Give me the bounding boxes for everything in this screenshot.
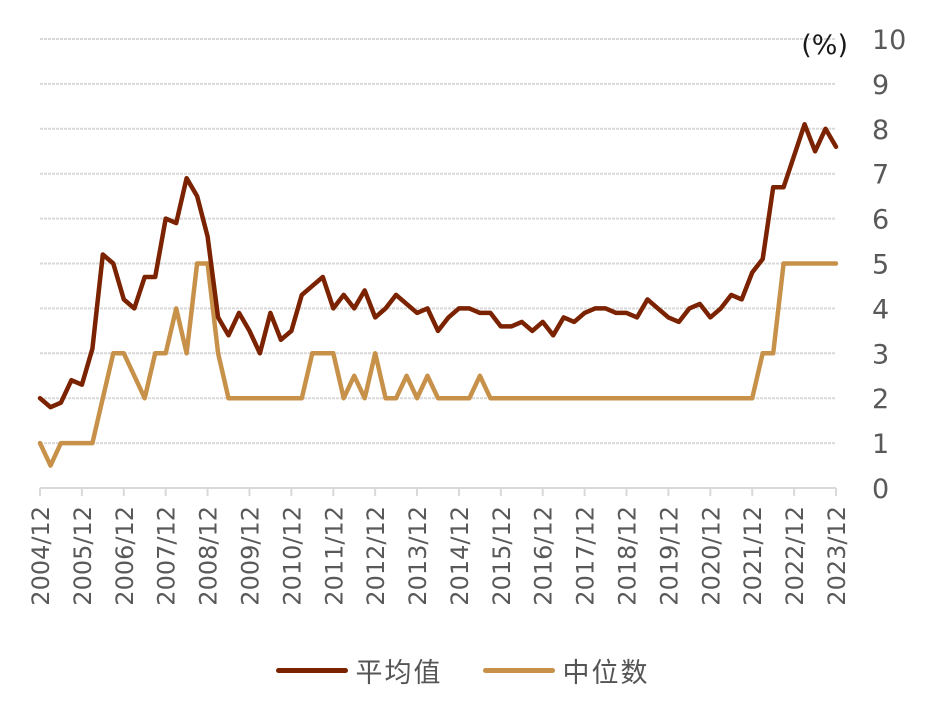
unit-label: (%) — [801, 30, 848, 61]
y-tick-label: 8 — [872, 115, 889, 146]
legend-swatch-mean — [275, 667, 348, 673]
series-lines — [37, 122, 839, 468]
series-line — [37, 261, 839, 468]
x-axis: 2004/12 2005/12 2006/12 2007/12 2008/12 2009/… — [27, 487, 851, 606]
x-tick-label: 2019/12 — [655, 506, 683, 606]
x-tick-label: 2015/12 — [488, 506, 516, 606]
x-tick-label: 2023/12 — [823, 506, 851, 606]
y-tick-label: 1 — [872, 429, 889, 460]
x-tick-label: 2021/12 — [739, 506, 767, 606]
x-tick-label: 2020/12 — [697, 506, 725, 606]
x-tick-label: 2009/12 — [236, 506, 264, 606]
x-tick-label: 2022/12 — [781, 506, 809, 606]
legend: 平均值 中位数 — [0, 648, 925, 692]
x-tick-label: 2014/12 — [446, 506, 474, 606]
x-tick-label: 2006/12 — [111, 506, 139, 606]
x-tick-label: 2005/12 — [69, 506, 97, 606]
legend-label-mean: 平均值 — [355, 657, 443, 689]
y-tick-label: 10 — [872, 25, 906, 56]
y-tick-label: 6 — [872, 205, 889, 236]
x-tick-label: 2007/12 — [153, 506, 181, 606]
y-axis: 0 1 2 3 4 5 6 7 8 9 10 — [872, 25, 906, 505]
legend-swatch-median — [482, 667, 555, 673]
y-tick-label: 5 — [872, 250, 889, 281]
y-tick-label: 0 — [872, 474, 889, 505]
x-tick-label: 2008/12 — [195, 506, 223, 606]
x-tick-label: 2012/12 — [362, 506, 390, 606]
y-tick-label: 7 — [872, 160, 889, 191]
y-tick-label: 9 — [872, 70, 889, 101]
x-tick-label: 2018/12 — [614, 506, 642, 606]
x-tick-label: 2010/12 — [278, 506, 306, 606]
x-tick-label: 2013/12 — [404, 506, 432, 606]
series-line — [37, 122, 839, 410]
y-tick-label: 4 — [872, 294, 889, 325]
y-tick-label: 3 — [872, 339, 889, 370]
legend-item-median[interactable]: 中位数 — [482, 651, 650, 690]
x-tick-label: 2011/12 — [320, 506, 348, 606]
legend-item-mean[interactable]: 平均值 — [275, 651, 443, 690]
y-tick-label: 2 — [872, 384, 889, 415]
legend-label-median: 中位数 — [562, 657, 650, 689]
x-tick-label: 2016/12 — [530, 506, 558, 606]
x-tick-label: 2017/12 — [572, 506, 600, 606]
chart-canvas: 2004/12 2005/12 2006/12 2007/12 2008/12 2009/… — [27, 25, 906, 606]
x-tick-label: 2004/12 — [27, 506, 55, 606]
